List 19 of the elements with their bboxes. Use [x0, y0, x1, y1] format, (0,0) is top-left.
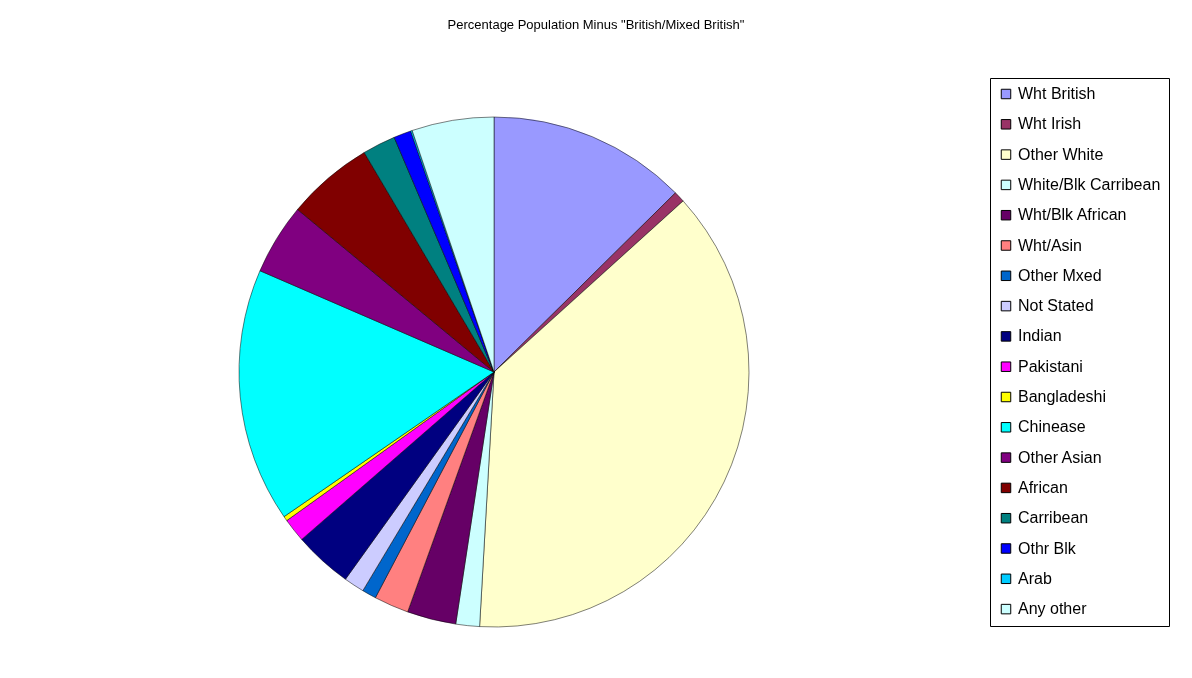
legend-label: Other Mxed [1018, 266, 1102, 284]
legend-label: Wht Irish [1018, 115, 1082, 133]
chart-title: Percentage Population Minus "British/Mixed British" [447, 17, 745, 32]
legend-label: Other White [1018, 145, 1104, 163]
legend-label: Pakistani [1018, 357, 1083, 375]
legend-label: Carribean [1018, 509, 1089, 527]
legend-label: Wht/Blk African [1018, 206, 1127, 224]
legend-label: Indian [1018, 327, 1062, 345]
legend-label: Other Asian [1018, 448, 1102, 466]
legend-label: Not Stated [1018, 297, 1094, 315]
legend-label: Bangladeshi [1018, 388, 1107, 405]
legend-label: White/Blk Carribean [1018, 175, 1161, 193]
legend-label: Arab [1018, 569, 1052, 587]
legend-label: Any other [1018, 600, 1088, 618]
legend-label: Chinease [1018, 418, 1086, 436]
legend-label: Wht British [1018, 85, 1096, 102]
legend-label: Wht/Asin [1018, 236, 1083, 254]
legend-label: Othr Blk [1018, 539, 1077, 557]
legend-label: African [1018, 478, 1068, 496]
